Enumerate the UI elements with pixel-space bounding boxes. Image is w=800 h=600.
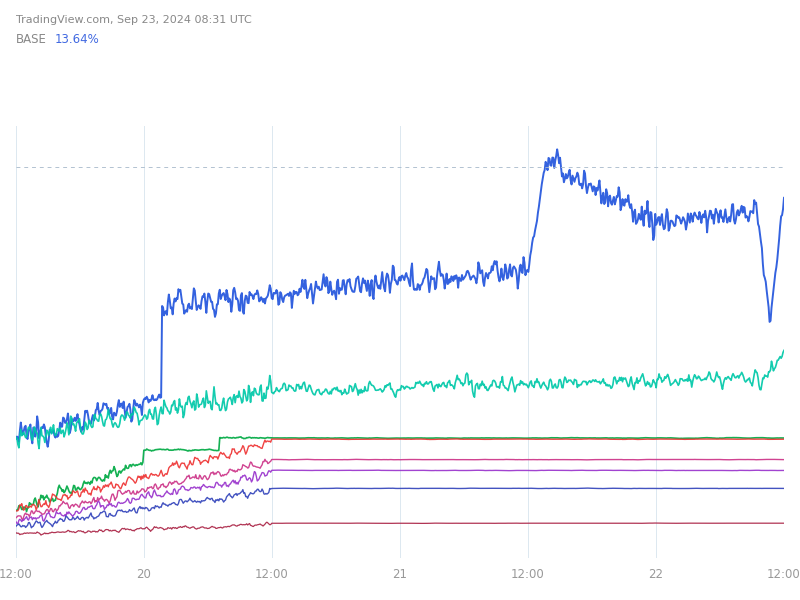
Text: BASE: BASE [16, 33, 47, 46]
Text: TradingView.com, Sep 23, 2024 08:31 UTC: TradingView.com, Sep 23, 2024 08:31 UTC [16, 15, 252, 25]
Text: 13.64%: 13.64% [54, 33, 99, 46]
